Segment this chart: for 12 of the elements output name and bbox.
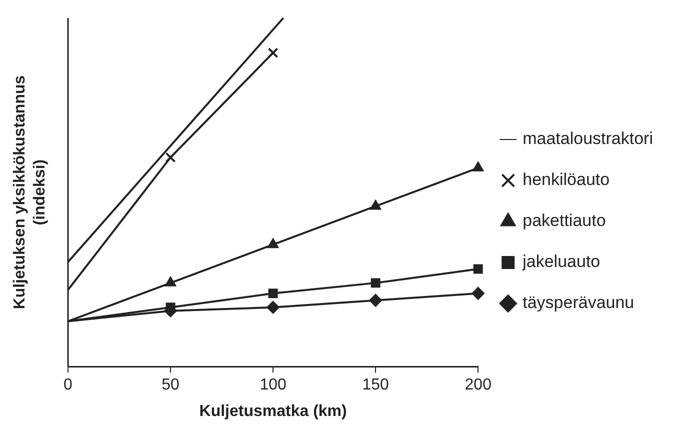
x-tick-label: 150	[362, 376, 390, 394]
y-axis-title: Kuljetuksen yksikkökustannus (indeksi)	[11, 75, 48, 310]
x-tick-label: 0	[64, 376, 73, 394]
x-axis-title: Kuljetusmatka (km)	[199, 402, 347, 420]
legend-label: henkilöauto	[522, 170, 610, 190]
legend-label: täysperävaunu	[522, 293, 634, 312]
x-tick-label: 200	[464, 376, 492, 394]
legend-label: pakettiauto	[522, 211, 606, 230]
legend-label: jakeluauto	[522, 252, 600, 272]
x-tick-label: 100	[260, 376, 286, 394]
legend-label: maataloustraktori	[522, 129, 653, 148]
x-tick-label: 50	[162, 376, 180, 394]
